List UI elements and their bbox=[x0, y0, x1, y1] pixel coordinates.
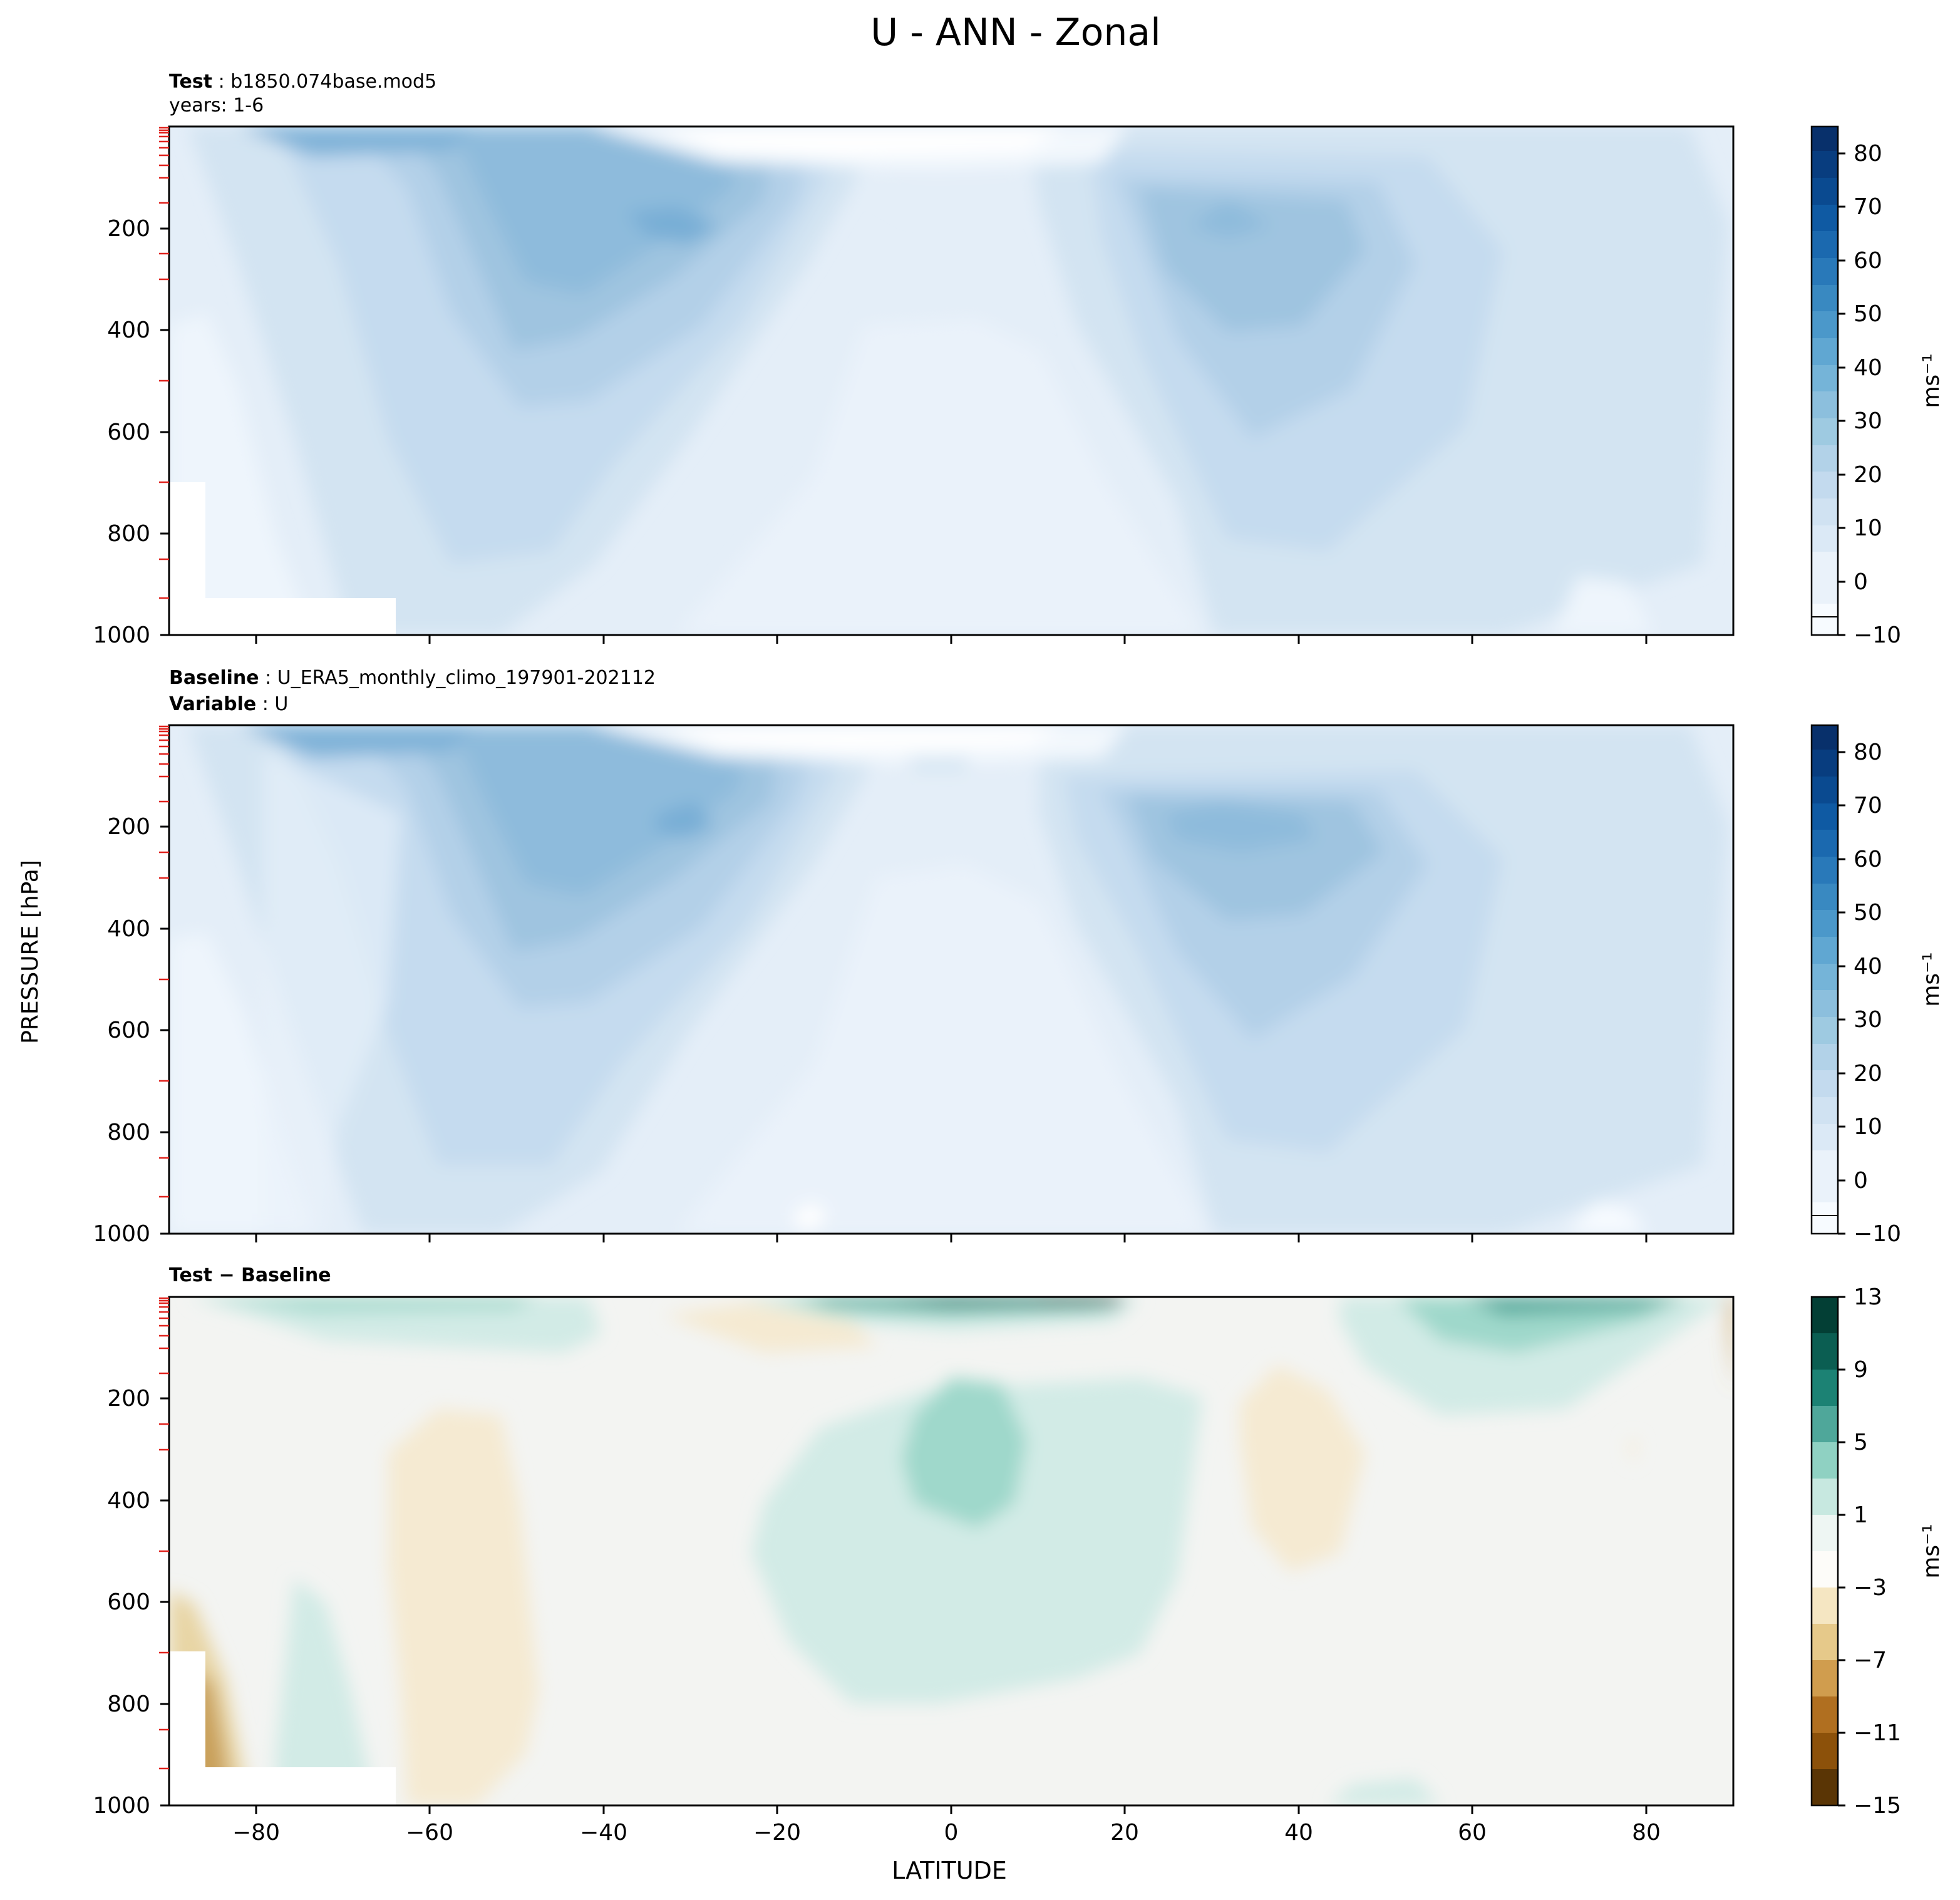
contour-field-diff bbox=[169, 1297, 1733, 1805]
svg-text:600: 600 bbox=[107, 420, 150, 445]
svg-text:−15: −15 bbox=[1854, 1793, 1901, 1819]
contour-field-test bbox=[169, 126, 1733, 635]
svg-text:20: 20 bbox=[1854, 462, 1882, 488]
svg-text:80: 80 bbox=[1854, 141, 1882, 167]
svg-text:200: 200 bbox=[107, 1386, 150, 1412]
svg-text:0: 0 bbox=[1854, 1168, 1868, 1194]
panel-diff: Test − Baseline bbox=[93, 1264, 1944, 1846]
x-ticks-test bbox=[255, 635, 1648, 644]
svg-text:0: 0 bbox=[944, 1820, 959, 1846]
svg-text:800: 800 bbox=[107, 1120, 150, 1145]
svg-text:60: 60 bbox=[1854, 847, 1882, 872]
svg-text:−10: −10 bbox=[1854, 622, 1901, 648]
svg-text:600: 600 bbox=[107, 1018, 150, 1043]
svg-text:−11: −11 bbox=[1854, 1720, 1901, 1746]
svg-text:70: 70 bbox=[1854, 793, 1882, 818]
panel-baseline-header-1: Baseline : U_ERA5_monthly_climo_197901-2… bbox=[169, 667, 656, 689]
svg-text:13: 13 bbox=[1854, 1284, 1882, 1310]
level-markers-diff bbox=[159, 1297, 169, 1770]
svg-text:600: 600 bbox=[107, 1589, 150, 1615]
colorbar-ticks-baseline: −10 0 10 20 30 40 50 60 70 80 bbox=[1838, 740, 1901, 1247]
svg-text:60: 60 bbox=[1458, 1820, 1487, 1846]
svg-text:9: 9 bbox=[1854, 1357, 1868, 1383]
svg-text:20: 20 bbox=[1854, 1061, 1882, 1087]
svg-text:1000: 1000 bbox=[93, 1793, 150, 1819]
svg-text:10: 10 bbox=[1854, 1114, 1882, 1140]
svg-text:40: 40 bbox=[1854, 954, 1882, 979]
colorbar-label-baseline: ms⁻¹ bbox=[1919, 952, 1944, 1006]
svg-text:40: 40 bbox=[1284, 1820, 1313, 1846]
x-axis-label: LATITUDE bbox=[892, 1857, 1007, 1884]
y-ticks-test: 200 400 600 800 1000 bbox=[93, 216, 169, 648]
svg-text:800: 800 bbox=[107, 521, 150, 547]
svg-text:−10: −10 bbox=[1854, 1221, 1901, 1247]
colorbar-test bbox=[1810, 125, 1839, 636]
figure-title: U - ANN - Zonal bbox=[870, 11, 1161, 54]
y-ticks-baseline: 200 400 600 800 1000 bbox=[93, 814, 169, 1247]
colorbar-label-test: ms⁻¹ bbox=[1919, 353, 1944, 408]
level-markers-baseline bbox=[159, 725, 169, 1198]
svg-text:200: 200 bbox=[107, 216, 150, 242]
svg-text:5: 5 bbox=[1854, 1430, 1868, 1455]
svg-text:0: 0 bbox=[1854, 569, 1868, 595]
panel-test-header-1: Test : b1850.074base.mod5 bbox=[169, 71, 436, 93]
svg-text:30: 30 bbox=[1854, 408, 1882, 434]
svg-text:200: 200 bbox=[107, 814, 150, 840]
panel-baseline: Baseline : U_ERA5_monthly_climo_197901-2… bbox=[93, 667, 1944, 1247]
colorbar-ticks-test: −10 0 10 20 30 40 50 60 70 80 bbox=[1838, 141, 1901, 648]
svg-text:−80: −80 bbox=[232, 1820, 280, 1846]
svg-text:800: 800 bbox=[107, 1691, 150, 1717]
y-ticks-diff: 200 400 600 800 1000 bbox=[93, 1386, 169, 1819]
svg-text:80: 80 bbox=[1854, 740, 1882, 765]
svg-text:80: 80 bbox=[1632, 1820, 1661, 1846]
y-axis-label: PRESSURE [hPa] bbox=[18, 860, 43, 1044]
svg-text:1000: 1000 bbox=[93, 1221, 150, 1247]
svg-text:400: 400 bbox=[107, 318, 150, 343]
colorbar-baseline bbox=[1810, 724, 1839, 1235]
svg-text:−20: −20 bbox=[753, 1820, 801, 1846]
level-markers-test bbox=[159, 126, 169, 599]
svg-text:−7: −7 bbox=[1854, 1648, 1887, 1673]
panel-test-header-2: years: 1-6 bbox=[169, 95, 264, 116]
x-ticks-diff: −80 −60 −40 −20 0 20 40 60 80 bbox=[232, 1805, 1661, 1846]
svg-text:50: 50 bbox=[1854, 301, 1882, 327]
svg-text:40: 40 bbox=[1854, 355, 1882, 381]
svg-text:60: 60 bbox=[1854, 248, 1882, 274]
svg-text:10: 10 bbox=[1854, 515, 1882, 541]
svg-text:−3: −3 bbox=[1854, 1575, 1887, 1601]
x-ticks-baseline bbox=[255, 1234, 1648, 1242]
svg-text:−60: −60 bbox=[406, 1820, 453, 1846]
contour-field-baseline bbox=[169, 725, 1733, 1234]
colorbar-label-diff: ms⁻¹ bbox=[1919, 1524, 1944, 1578]
svg-text:70: 70 bbox=[1854, 194, 1882, 220]
svg-text:−40: −40 bbox=[580, 1820, 627, 1846]
panel-test: Test : b1850.074base.mod5 years: 1-6 bbox=[93, 71, 1944, 648]
svg-text:30: 30 bbox=[1854, 1007, 1882, 1033]
svg-text:400: 400 bbox=[107, 916, 150, 942]
colorbar-ticks-diff: −15 −11 −7 −3 1 5 9 13 bbox=[1838, 1284, 1901, 1819]
svg-text:50: 50 bbox=[1854, 900, 1882, 926]
colorbar-diff bbox=[1810, 1296, 1839, 1807]
svg-text:400: 400 bbox=[107, 1488, 150, 1514]
panel-baseline-header-2: Variable : U bbox=[169, 693, 288, 715]
panel-diff-header: Test − Baseline bbox=[169, 1264, 331, 1286]
svg-text:1: 1 bbox=[1854, 1502, 1868, 1528]
svg-text:1000: 1000 bbox=[93, 622, 150, 648]
svg-text:20: 20 bbox=[1110, 1820, 1139, 1846]
